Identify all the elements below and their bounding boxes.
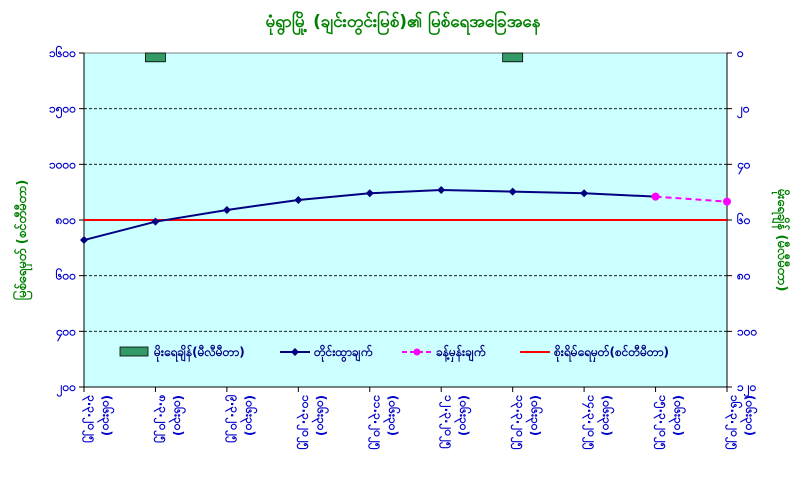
legend-label: မိုးရေချိန်(မီလီမီတာ) (153, 343, 245, 363)
series-lines (80, 185, 731, 245)
left-tick-label: ၂၀၀ (56, 380, 77, 398)
legend-item: စိုးရိမ်ရေမှတ်(စင်တီမီတာ) (520, 343, 669, 363)
left-axis-label: မြစ်ရေမှတ် (စင်တီမီတာ) (12, 180, 33, 301)
left-tick-label: ၁၆၀၀ (49, 44, 76, 60)
legend-item: ခန့်မှန်းချက် (402, 343, 486, 363)
x-tick-label: ၁၀.၃.၂၀၂၅ (၀၆း၃၀) (295, 395, 330, 450)
x-tick-time: (၀၆း၃၀) (739, 395, 759, 436)
rainfall-bars (145, 52, 524, 63)
legend-marker (291, 348, 299, 356)
observed-point (294, 195, 303, 204)
x-tick-time: (၀၆း၃၀) (382, 395, 402, 436)
legend-marker (413, 348, 421, 356)
x-tick-label: ၁၃.၃.၂၀၂၅ (၀၆း၃၀) (510, 395, 545, 450)
x-tick-date: ၁၅.၃.၂၀၂၅ (653, 395, 671, 450)
x-tick-time: (၀၆း၃၀) (96, 395, 116, 436)
forecast-point (723, 197, 731, 206)
legend: မိုးရေချိန်(မီလီမီတာ) တိုင်းထွာချက် ခန့်မှ… (119, 343, 669, 363)
legend-label: တိုင်းထွာချက် (313, 343, 373, 363)
observed-point (151, 217, 160, 226)
x-tick-label: ၁၁.၃.၂၀၂၅ (၀၆း၃၀) (367, 395, 402, 450)
legend-item: မိုးရေချိန်(မီလီမီတာ) (119, 343, 245, 363)
x-tick-label: ၉.၃.၂၀၂၅ (၀၆း၃၀) (224, 394, 259, 443)
legend-swatch-bar (119, 346, 149, 357)
x-tick-label: ၁၆.၃.၂၀၂၅ (၀၆း၃၀) (724, 395, 759, 450)
x-tick-label: ၁၅.၃.၂၀၂၅ (၀၆း၃၀) (653, 395, 688, 450)
observed-point (222, 205, 231, 214)
x-tick-date: ၁၁.၃.၂၀၂၅ (367, 395, 385, 450)
right-tick-label: ၈၀ (736, 269, 751, 283)
right-tick-label: ၄၀ (736, 157, 751, 175)
x-tick-date: ၁၃.၃.၂၀၂၅ (510, 395, 528, 450)
right-axis-label: မိုးရေချိန် (မီလီမီတာ) (771, 189, 791, 292)
left-tick-label: ၄၀၀ (55, 324, 77, 342)
observed-point (365, 189, 374, 198)
x-tick-label: ၈.၃.၂၀၂၅ (၀၆း၃၀) (152, 394, 187, 443)
x-tick-date: ၁၆.၃.၂၀၂၅ (724, 395, 744, 450)
x-tick-date: ၁၀.၃.၂၀၂၅ (295, 395, 313, 450)
right-tick-label: ၂၀ (736, 102, 750, 120)
right-tick-label: ၁၂၀ (737, 380, 757, 398)
x-tick-time: (၀၆း၃၀) (525, 395, 545, 436)
left-tick-label: ၈၀၀ (55, 213, 77, 227)
chart-title: မုံရွာမြို့ (ချင်းတွင်းမြစ်)၏ မြစ်ရေအခြေ… (266, 9, 541, 36)
x-tick-time: (၀၆း၃၀) (596, 395, 616, 436)
x-tick-time: (၀၆း၃၀) (167, 395, 187, 436)
left-tick-label: ၁၅၀၀ (49, 102, 76, 120)
observed-point (580, 189, 589, 198)
legend-label: ခန့်မှန်းချက် (436, 343, 486, 363)
x-tick-date: ၉.၃.၂၀၂၅ (224, 394, 242, 443)
x-tick-label: ၁၂.၃.၂၀၂၅ (၀၆း၃၀) (438, 395, 473, 449)
forecast-point (651, 192, 660, 201)
observed-point (437, 185, 446, 194)
forecast-line (655, 195, 728, 203)
left-tick-label: ၆၀၀ (55, 267, 77, 283)
left-tick-label: ၁၀၀၀ (49, 157, 76, 171)
legend-label: စိုးရိမ်ရေမှတ်(စင်တီမီတာ) (553, 343, 669, 363)
right-tick-label: ၀ (736, 46, 744, 60)
x-tick-date: ၁၄.၃.၂၀၂၅ (581, 395, 599, 450)
right-tick-label: ၁၀၀ (737, 324, 758, 338)
right-tick-label: ၆၀ (736, 211, 751, 227)
x-tick-label: ၁၄.၃.၂၀၂၅ (၀၆း၃၀) (581, 395, 616, 450)
legend-item: တိုင်းထွာချက် (280, 343, 373, 363)
x-tick-time: (၀၆း၃၀) (310, 395, 330, 436)
x-tick-date: ၁၂.၃.၂၀၂၅ (438, 395, 456, 449)
x-tick-time: (၀၆း၃၀) (668, 395, 688, 436)
x-tick-date: ၃.၃.၂၀၂၅ (81, 395, 99, 443)
observed-point (80, 236, 88, 245)
x-tick-time: (၀၆း၃၀) (453, 395, 473, 436)
rain-bar (502, 52, 524, 63)
rain-bar (145, 52, 166, 63)
observed-point (508, 187, 517, 196)
x-tick-date: ၈.၃.၂၀၂၅ (152, 394, 170, 443)
x-tick-label: ၃.၃.၂၀၂၅ (၀၆း၃၀) (81, 395, 116, 443)
x-tick-time: (၀၆း၃၀) (239, 395, 259, 436)
